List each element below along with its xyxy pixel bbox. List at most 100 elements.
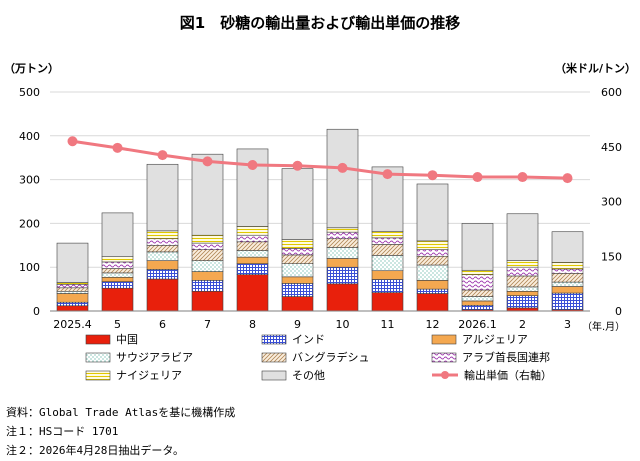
bar-segment (506, 266, 539, 277)
bar-segment (101, 212, 134, 257)
bar-segment (281, 296, 314, 312)
bar-segment (56, 293, 89, 303)
bar-segment (416, 264, 449, 281)
bar-segment (551, 262, 584, 270)
bar-segment (236, 250, 269, 258)
bar-segment (56, 287, 89, 292)
price-line-path (72, 139, 568, 180)
bar-segment (191, 290, 224, 312)
bar-segment (506, 275, 539, 288)
bar-segment (461, 223, 494, 271)
x-tick-label: 9 (294, 318, 301, 331)
bar-segment (56, 290, 89, 294)
legend-line-marker (441, 371, 449, 379)
x-tick-label: 11 (381, 318, 395, 331)
bar-segment (281, 239, 314, 249)
bar-segment (191, 249, 224, 261)
bar-segment (191, 153, 224, 236)
bar-segment (146, 238, 179, 246)
bar-segment (506, 286, 539, 292)
bar-segment (281, 254, 314, 264)
y-right-tick-label: 600 (601, 86, 622, 99)
bar-segment (101, 272, 134, 278)
x-tick-label: 10 (336, 318, 350, 331)
bar-segment (551, 286, 584, 294)
bar-segment (461, 300, 494, 306)
bar-segment (506, 290, 539, 296)
legend-label: 輸出単価（右軸） (464, 368, 552, 382)
legend-swatch (431, 334, 457, 345)
legend-label: その他 (292, 369, 325, 382)
bar-segment (416, 293, 449, 312)
legend-label: 中国 (116, 333, 138, 346)
price-point (292, 160, 303, 171)
bar-segment (236, 274, 269, 312)
bar-segment (551, 268, 584, 274)
legend-label: バングラデシュ (292, 350, 370, 364)
bar-segment (371, 244, 404, 256)
y-left-unit: （万トン） (4, 62, 59, 75)
bar-segment (101, 261, 134, 269)
price-point (247, 160, 258, 170)
bar-segment (326, 266, 359, 285)
y-left-tick-label: 500 (19, 86, 40, 99)
x-unit: （年.月） (582, 320, 625, 333)
bar-segment (56, 242, 89, 283)
bar-segment (461, 274, 494, 291)
price-point (202, 156, 213, 167)
bar-segment (56, 301, 89, 307)
bar-segment (101, 268, 134, 274)
legend-label: アルジェリア (462, 333, 528, 346)
bar-segment (461, 269, 494, 275)
legend-label: インド (292, 333, 325, 346)
bar-segment (416, 255, 449, 266)
legend-swatch (261, 352, 287, 363)
bar-segment (236, 241, 269, 251)
y-left-tick-label: 400 (19, 130, 40, 143)
price-point (337, 162, 348, 173)
chart: 図1 砂糖の輸出量および輸出単価の推移 （万トン） （米ドル/トン） （年.月）… (4, 14, 636, 382)
price-point (112, 142, 123, 153)
x-tick-label: 7 (204, 318, 211, 331)
bar-segment (326, 283, 359, 312)
bar-segment (191, 234, 224, 244)
legend-swatch (431, 352, 457, 363)
bar-segment (461, 289, 494, 297)
bar-segment (146, 251, 179, 261)
axes: 0 100 200 300 400 500 0 150 300 450 600 2025.4 5 6 7 8 9… (19, 86, 622, 331)
bar-segment (326, 238, 359, 248)
note-extract-date: 注２：2026年4月28日抽出データ。 (6, 444, 185, 457)
bar-segment (371, 237, 404, 245)
price-point (427, 170, 438, 181)
bar-segment (416, 288, 449, 294)
bar-segment (371, 230, 404, 239)
bar-segment (101, 281, 134, 289)
bar-segment (326, 258, 359, 268)
bar-segment (371, 292, 404, 312)
y-right-tick-label: 0 (615, 305, 622, 318)
bar-segment (236, 226, 269, 236)
bar-segment (236, 256, 269, 264)
bar-segment (281, 263, 314, 278)
x-tick-label: 2025.4 (53, 318, 92, 331)
bar-segment (326, 247, 359, 259)
bar-segment (506, 213, 539, 261)
price-point (562, 173, 573, 184)
bar-segment (236, 263, 269, 275)
price-point (157, 150, 168, 161)
y-left-tick-label: 200 (19, 217, 40, 230)
bar-segment (281, 276, 314, 284)
bar-segment (56, 283, 89, 289)
x-tick-label: 5 (114, 318, 121, 331)
bar-segment (281, 168, 314, 240)
bar-segment (281, 248, 314, 256)
price-point (67, 136, 78, 147)
price-line (67, 136, 573, 184)
bar-segment (461, 305, 494, 310)
legend-label: アラブ首長国連邦 (462, 350, 550, 364)
bar-segment (191, 271, 224, 281)
y-left-tick-label: 100 (19, 261, 40, 274)
legend-swatch (85, 352, 111, 363)
bar-segment (146, 260, 179, 270)
y-left-tick-label: 300 (19, 174, 40, 187)
